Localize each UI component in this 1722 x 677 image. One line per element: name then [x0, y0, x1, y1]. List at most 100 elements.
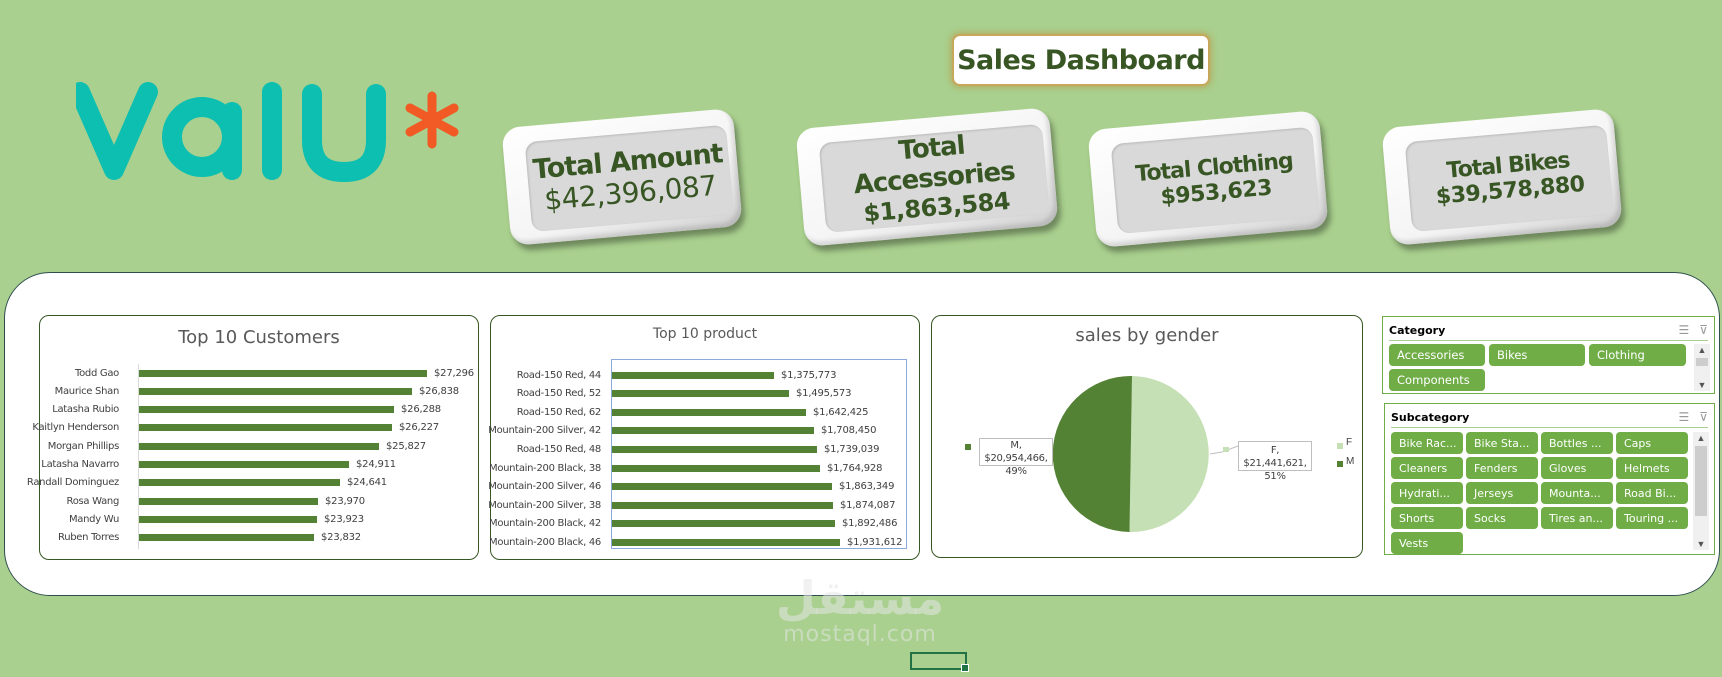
bar-row[interactable]: Mountain-200 Silver, 42 $1,708,450: [488, 422, 919, 440]
slicer-title: Subcategory: [1391, 411, 1470, 424]
bar-row[interactable]: Mountain-200 Black, 38 $1,764,928: [489, 459, 919, 477]
bar[interactable]: [612, 483, 832, 491]
category-label: Road-150 Red, 44: [516, 369, 602, 381]
sales-by-gender-chart[interactable]: sales by gender M, $20,954,466, 49% F, $…: [931, 315, 1363, 558]
scroll-thumb[interactable]: [1695, 446, 1707, 516]
multi-select-icon[interactable]: ☰: [1678, 410, 1690, 424]
data-label: $26,227: [399, 422, 439, 434]
slicer-item[interactable]: Helmets: [1616, 457, 1688, 479]
slicer-item-clothing[interactable]: Clothing: [1589, 344, 1686, 366]
category-label: Road-150 Red, 48: [516, 443, 602, 455]
slicer-item[interactable]: Touring ...: [1616, 507, 1688, 529]
bar[interactable]: [612, 445, 817, 453]
slicer-item-accessories[interactable]: Accessories: [1389, 344, 1485, 366]
slicer-title: Category: [1389, 324, 1446, 337]
category-label: Road-150 Red, 62: [516, 406, 602, 418]
data-label-m: M, $20,954,466, 49%: [979, 438, 1053, 477]
scroll-down-arrow[interactable]: ▼: [1696, 539, 1706, 549]
bar[interactable]: [612, 464, 820, 472]
slicer-scrollbar[interactable]: ▲ ▼: [1694, 344, 1710, 391]
clear-filter-icon[interactable]: ⊽: [1699, 410, 1708, 424]
bar-row[interactable]: Latasha Navarro $24,911: [40, 456, 478, 474]
bar-row[interactable]: Mandy Wu $23,923: [40, 510, 478, 528]
slicer-item[interactable]: Jerseys: [1466, 482, 1538, 504]
bar-row[interactable]: Ruben Torres $23,832: [40, 529, 478, 547]
bar[interactable]: [612, 520, 835, 528]
bar[interactable]: [139, 369, 427, 377]
slicer-item[interactable]: Hydrati...: [1391, 482, 1463, 504]
bar-row[interactable]: Todd Gao $27,296: [40, 364, 478, 382]
slicer-scrollbar[interactable]: ▲ ▼: [1693, 432, 1709, 550]
slicer-item[interactable]: Mounta...: [1541, 482, 1613, 504]
bar[interactable]: [139, 406, 394, 414]
slicer-header: Category ☰ ⊽: [1389, 321, 1708, 341]
pie-chart: [965, 375, 1343, 533]
data-label: $26,288: [401, 404, 441, 416]
bar[interactable]: [139, 442, 379, 450]
bar-row[interactable]: Morgan Phillips $25,827: [40, 437, 478, 455]
subcategory-slicer[interactable]: Subcategory ☰ ⊽ Bike Rac... Bike Sta... Bo…: [1384, 403, 1715, 555]
bar[interactable]: [139, 534, 314, 542]
bar[interactable]: [139, 461, 349, 468]
slicer-item[interactable]: Road Bi...: [1616, 482, 1688, 504]
slicer-item[interactable]: Socks: [1466, 507, 1538, 529]
bar-row[interactable]: Road-150 Red, 44 $1,375,773: [491, 366, 919, 384]
watermark: مستقل mostaql.com: [775, 571, 945, 647]
data-label-f: F, $21,441,621, 51%: [1238, 441, 1312, 482]
bar-row[interactable]: Mountain-200 Silver, 38 $1,874,087: [488, 496, 919, 514]
scroll-up-arrow[interactable]: ▲: [1696, 433, 1706, 443]
bar-row[interactable]: Road-150 Red, 52 $1,495,573: [491, 385, 919, 403]
bar-row[interactable]: Latasha Rubio $26,288: [40, 401, 478, 419]
bar[interactable]: [139, 424, 392, 432]
bar-row[interactable]: Maurice Shan $26,838: [40, 382, 478, 400]
slicer-item[interactable]: Bike Rac...: [1391, 432, 1463, 454]
slicer-item[interactable]: Vests: [1391, 532, 1463, 554]
slicer-item[interactable]: Bottles ...: [1541, 432, 1613, 454]
bar[interactable]: [612, 501, 833, 509]
bar-row[interactable]: Rosa Wang $23,970: [40, 492, 478, 510]
slicer-item[interactable]: Bike Sta...: [1466, 432, 1538, 454]
category-label: Mountain-200 Black, 42: [489, 518, 601, 530]
data-label: $1,739,039: [824, 443, 880, 455]
bar-row[interactable]: Mountain-200 Black, 42 $1,892,486: [489, 515, 919, 533]
slicer-item[interactable]: Caps: [1616, 432, 1688, 454]
data-label: $23,970: [325, 495, 365, 507]
top-products-chart[interactable]: Top 10 product Road-150 Red, 44 $1,375,77…: [488, 315, 920, 560]
bar-row[interactable]: Kaitlyn Henderson $26,227: [32, 419, 478, 437]
slicer-item[interactable]: Gloves: [1541, 457, 1613, 479]
slicer-item-bikes[interactable]: Bikes: [1489, 344, 1585, 366]
slicer-item[interactable]: Fenders: [1466, 457, 1538, 479]
bar-row[interactable]: Road-150 Red, 62 $1,642,425: [491, 403, 919, 421]
data-label: $24,641: [347, 477, 387, 489]
bar[interactable]: [139, 387, 412, 395]
bar-row[interactable]: Mountain-200 Black, 46 $1,931,612: [489, 533, 919, 551]
scroll-down-arrow[interactable]: ▼: [1697, 380, 1707, 390]
bar[interactable]: [612, 427, 814, 435]
data-label: $1,874,087: [840, 499, 896, 511]
bar[interactable]: [139, 497, 318, 505]
scroll-thumb[interactable]: [1696, 358, 1708, 366]
data-label: $1,892,486: [842, 518, 898, 530]
slicer-item[interactable]: Shorts: [1391, 507, 1463, 529]
selected-cell[interactable]: [910, 652, 969, 672]
bar[interactable]: [612, 408, 806, 416]
bar[interactable]: [139, 515, 317, 523]
scroll-up-arrow[interactable]: ▲: [1697, 345, 1707, 355]
valu-logo: [70, 82, 466, 192]
data-label: $23,923: [324, 513, 364, 525]
bar-row[interactable]: Mountain-200 Silver, 46 $1,863,349: [488, 478, 919, 496]
multi-select-icon[interactable]: ☰: [1678, 323, 1690, 337]
clear-filter-icon[interactable]: ⊽: [1699, 323, 1708, 337]
slicer-item[interactable]: Tires an...: [1541, 507, 1613, 529]
bar[interactable]: [612, 538, 840, 546]
data-label: $1,708,450: [821, 425, 877, 437]
bar[interactable]: [612, 371, 774, 379]
slicer-item[interactable]: Cleaners: [1391, 457, 1463, 479]
slicer-item-components[interactable]: Components: [1389, 369, 1485, 391]
top-customers-chart[interactable]: Top 10 Customers Todd Gao $27,296 Maurice …: [27, 315, 479, 560]
bar[interactable]: [139, 479, 340, 487]
category-slicer[interactable]: Category ☰ ⊽ Accessories Bikes Clothing …: [1382, 316, 1715, 394]
bar-row[interactable]: Randall Dominguez $24,641: [27, 474, 478, 492]
bar[interactable]: [612, 390, 789, 398]
bar-row[interactable]: Road-150 Red, 48 $1,739,039: [491, 440, 919, 458]
